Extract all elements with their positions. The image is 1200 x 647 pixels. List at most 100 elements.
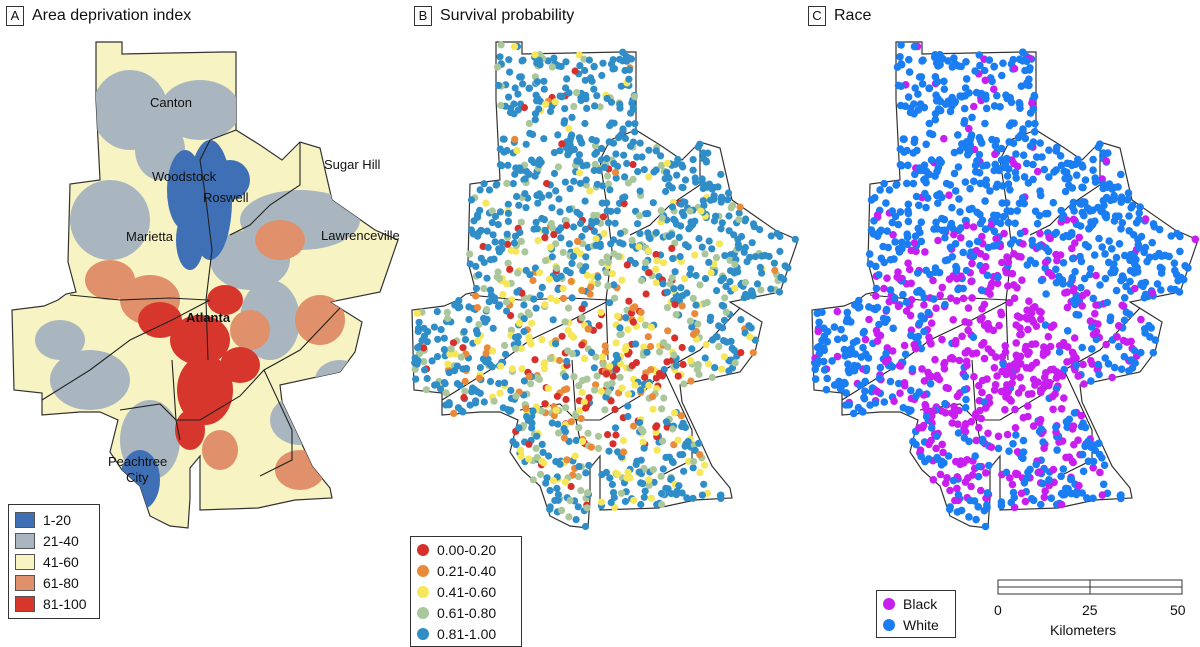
survival-point: [476, 186, 484, 194]
race-point: [1038, 479, 1047, 488]
survival-point: [515, 201, 523, 209]
race-point: [946, 354, 955, 363]
survival-point: [521, 190, 529, 198]
survival-point: [729, 202, 737, 210]
survival-point: [461, 387, 469, 395]
survival-point: [686, 317, 694, 325]
survival-point: [557, 234, 565, 242]
race-point: [1012, 174, 1020, 182]
survival-point: [660, 366, 668, 374]
race-point: [1032, 460, 1040, 469]
race-point: [972, 436, 981, 445]
race-point: [830, 323, 839, 331]
race-point: [1007, 397, 1015, 405]
race-point: [1175, 288, 1184, 296]
survival-point: [561, 318, 569, 326]
race-point: [1013, 312, 1022, 320]
scale-bar: 0 25 50 Kilometers: [990, 578, 1190, 642]
race-point: [1153, 280, 1162, 288]
survival-point: [731, 359, 739, 367]
race-point: [984, 429, 992, 438]
survival-point: [603, 207, 611, 215]
survival-point: [670, 285, 678, 293]
adi-legend-label: 21-40: [43, 532, 79, 549]
race-point: [1148, 289, 1157, 297]
survival-point: [672, 311, 680, 319]
survival-point: [698, 491, 706, 499]
race-point: [872, 326, 881, 335]
survival-point: [541, 400, 549, 408]
race-point: [994, 432, 1003, 441]
race-point: [890, 294, 899, 302]
survival-point: [585, 394, 593, 402]
race-point: [1013, 355, 1022, 363]
city-label-peachtree-line: Peachtree: [108, 454, 167, 469]
survival-point: [559, 284, 567, 293]
survival-point: [554, 131, 562, 139]
survival-point: [623, 474, 631, 482]
race-point: [1103, 298, 1112, 307]
race-point: [1000, 229, 1008, 238]
race-point: [1068, 244, 1076, 253]
survival-point: [677, 284, 685, 292]
survival-point: [562, 58, 570, 66]
race-point: [899, 135, 908, 143]
survival-point: [689, 330, 698, 338]
race-point: [982, 252, 990, 261]
race-point: [980, 354, 989, 363]
survival-point: [546, 486, 554, 495]
race-point: [859, 408, 867, 416]
survival-point: [668, 203, 677, 211]
survival-point: [497, 362, 505, 370]
race-point: [949, 316, 957, 324]
race-point: [941, 399, 949, 408]
survival-point: [500, 379, 509, 387]
survival-point: [583, 504, 591, 512]
survival-point: [507, 326, 515, 334]
race-point: [978, 341, 986, 349]
survival-point: [578, 232, 586, 241]
survival-point: [630, 496, 638, 504]
adi-legend-label: 61-80: [43, 574, 79, 591]
survival-point: [637, 425, 645, 433]
survival-point: [552, 240, 560, 248]
survival-point: [517, 73, 525, 81]
survival-point: [522, 405, 530, 413]
race-point: [985, 461, 993, 470]
survival-point: [740, 248, 748, 256]
survival-point: [481, 318, 489, 326]
survival-point: [607, 397, 615, 405]
survival-point: [424, 328, 432, 336]
race-point: [873, 303, 882, 312]
race-point: [903, 230, 911, 238]
survival-point: [503, 230, 511, 238]
adi-legend-swatch: [15, 595, 35, 612]
race-point: [960, 434, 969, 442]
race-point: [1089, 166, 1097, 174]
survival-point: [678, 208, 686, 217]
survival-point: [543, 179, 551, 188]
race-point: [980, 398, 989, 406]
survival-point: [640, 444, 648, 452]
race-point: [1008, 269, 1017, 278]
race-point: [1055, 348, 1064, 356]
race-point: [951, 340, 960, 348]
survival-point: [461, 336, 470, 344]
race-point: [1001, 342, 1009, 350]
race-point: [1013, 448, 1022, 456]
race-point: [896, 389, 904, 398]
survival-point: [511, 333, 520, 341]
survival-point: [610, 65, 619, 73]
survival-point: [661, 175, 669, 183]
survival-point: [550, 169, 559, 178]
survival-point: [767, 232, 775, 240]
race-point: [978, 437, 987, 446]
survival-point: [587, 74, 595, 82]
survival-point: [586, 290, 594, 298]
survival-point: [663, 288, 671, 296]
race-point: [906, 108, 915, 117]
survival-point: [698, 243, 706, 251]
survival-point: [741, 278, 749, 287]
race-point: [970, 102, 978, 111]
race-point: [967, 417, 976, 426]
